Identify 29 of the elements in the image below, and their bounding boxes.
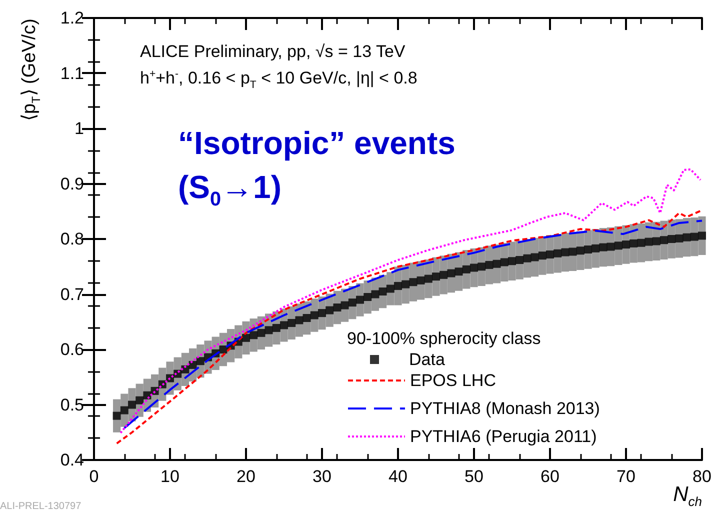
y-tick-label: 1.1	[60, 64, 84, 83]
x-tick-label: 70	[616, 467, 636, 486]
legend-title: 90-100% spherocity class	[347, 329, 541, 348]
annotation: ALICE Preliminary, pp, √s = 13 TeV	[140, 42, 406, 61]
annotation: (S$_{0}$→1)	[178, 169, 282, 210]
x-tick-label: 10	[160, 467, 180, 486]
x-tick-label: 40	[388, 467, 408, 486]
y-tick-label: 0.4	[60, 450, 84, 470]
y-tick-label: 1.2	[60, 8, 84, 28]
x-tick-label: 30	[312, 467, 332, 486]
annotation: h$^{+}$+h$^{-}$, 0.16 < p$_{T}$ < 10 GeV/c, |η| < 0.8	[140, 68, 418, 92]
y-tick-label: 0.9	[60, 174, 84, 194]
y-tick-label: 0.6	[60, 340, 84, 359]
x-axis-title: N$_{ch}$	[673, 483, 702, 510]
legend-label: EPOS LHC	[410, 371, 496, 390]
y-tick-label: 0.8	[60, 230, 84, 248]
x-tick-label: 0	[89, 467, 99, 486]
text: ALI-PREL-130797	[0, 501, 82, 512]
x-tick-label: 50	[464, 467, 484, 486]
x-tick-label: 80	[692, 467, 712, 486]
y-tick-label: 0.7	[60, 284, 84, 304]
legend-label: PYTHIA6 (Perugia 2011)	[410, 427, 597, 446]
x-tick-label: 60	[540, 467, 560, 486]
y-tick-label: 1	[74, 119, 84, 138]
annotation: “Isotropic” events	[178, 125, 456, 161]
x-tick-label: 20	[236, 467, 256, 486]
legend-label: Data	[409, 350, 446, 369]
y-tick-label: 0.5	[60, 395, 84, 414]
legend-label: PYTHIA8 (Monash 2013)	[410, 399, 600, 418]
